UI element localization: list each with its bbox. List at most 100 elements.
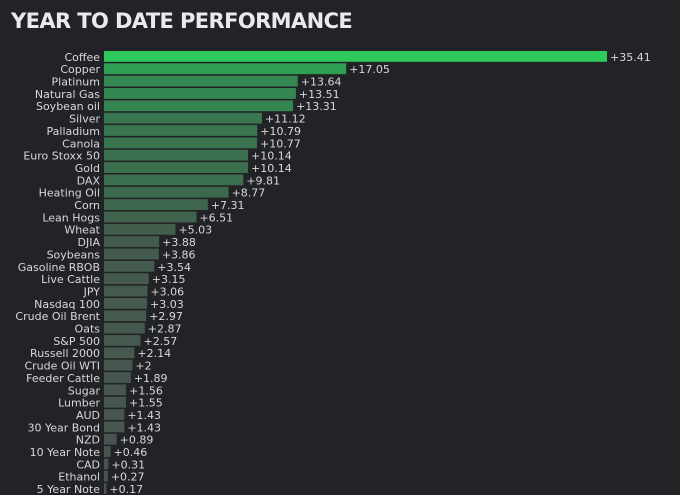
value-label-gold: +10.14: [251, 162, 292, 175]
bar-soybean-oil: [104, 100, 294, 112]
category-label-5-year-note: 5 Year Note: [37, 483, 101, 495]
category-label-russell-2000: Russell 2000: [30, 347, 100, 360]
bar-10-year-note: [104, 446, 111, 457]
bar-live-cattle: [104, 273, 149, 285]
category-label-corn: Corn: [74, 199, 100, 212]
bar-copper: [104, 63, 347, 75]
value-label-aud: +1.43: [127, 409, 161, 422]
value-label-oats: +2.87: [148, 323, 182, 336]
bar-cad: [104, 458, 109, 470]
value-label-nasdaq-100: +3.03: [150, 298, 184, 311]
value-label-jpy: +3.06: [150, 285, 184, 298]
value-label-feeder-cattle: +1.89: [134, 372, 168, 385]
value-label-silver: +11.12: [265, 113, 306, 126]
bar-gasoline-rbob: [104, 260, 155, 272]
bar-russell-2000: [104, 347, 135, 359]
category-label-heating-oil: Heating Oil: [39, 187, 100, 200]
category-label-nasdaq-100: Nasdaq 100: [34, 298, 100, 311]
bar-heating-oil: [104, 186, 229, 198]
category-label-jpy: JPY: [83, 285, 101, 298]
category-label-cad: CAD: [76, 458, 100, 471]
category-label-djia: DJIA: [78, 236, 101, 249]
bar-nzd: [104, 433, 117, 445]
bar-30-year-bond: [104, 421, 125, 433]
value-label-5-year-note: +0.17: [109, 483, 143, 495]
bar-jpy: [104, 285, 148, 297]
value-label-canola: +10.77: [260, 137, 301, 150]
value-label-platinum: +13.64: [301, 76, 342, 89]
value-label-crude-oil-wti: +2: [135, 360, 151, 373]
value-label-nzd: +0.89: [120, 434, 154, 447]
category-label-oats: Oats: [75, 323, 101, 336]
category-label-canola: Canola: [62, 137, 100, 150]
value-label-euro-stoxx-50: +10.14: [251, 150, 292, 163]
category-label-soybeans: Soybeans: [47, 248, 101, 261]
value-label-30-year-bond: +1.43: [127, 421, 161, 434]
category-label-platinum: Platinum: [52, 76, 100, 89]
value-label-soybean-oil: +13.31: [296, 100, 337, 113]
bar-platinum: [104, 75, 298, 87]
bar-crude-oil-brent: [104, 310, 147, 322]
category-label-feeder-cattle: Feeder Cattle: [26, 372, 100, 385]
bar-palladium: [104, 125, 258, 136]
category-label-aud: AUD: [76, 409, 100, 422]
category-label-10-year-note: 10 Year Note: [30, 446, 101, 459]
value-label-soybeans: +3.86: [162, 248, 196, 261]
value-label-crude-oil-brent: +2.97: [149, 310, 183, 323]
bar-wheat: [104, 223, 176, 235]
value-label-russell-2000: +2.14: [137, 347, 171, 360]
category-label-gasoline-rbob: Gasoline RBOB: [18, 261, 100, 274]
category-label-silver: Silver: [69, 113, 100, 126]
value-label-live-cattle: +3.15: [152, 273, 186, 286]
category-label-ethanol: Ethanol: [58, 471, 100, 484]
bar-sandp-500: [104, 335, 141, 346]
bar-coffee: [104, 51, 607, 62]
value-label-copper: +17.05: [349, 63, 390, 76]
value-label-lean-hogs: +6.51: [199, 211, 233, 224]
value-label-coffee: +35.41: [610, 51, 651, 64]
category-label-wheat: Wheat: [64, 224, 100, 237]
category-label-30-year-bond: 30 Year Bond: [27, 421, 100, 434]
value-label-heating-oil: +8.77: [232, 187, 266, 200]
category-label-live-cattle: Live Cattle: [41, 273, 100, 286]
category-label-palladium: Palladium: [47, 125, 100, 138]
bar-oats: [104, 322, 145, 334]
value-label-ethanol: +0.27: [111, 471, 145, 484]
category-label-lean-hogs: Lean Hogs: [42, 211, 100, 224]
bar-ethanol: [104, 470, 108, 482]
bar-feeder-cattle: [104, 372, 131, 383]
value-label-10-year-note: +0.46: [114, 446, 148, 459]
category-label-sugar: Sugar: [68, 384, 101, 397]
bar-5-year-note: [104, 483, 107, 495]
bar-soybeans: [104, 248, 159, 260]
value-label-sugar: +1.56: [129, 384, 163, 397]
chart-title: YEAR TO DATE PERFORMANCE: [11, 9, 353, 33]
category-label-soybean-oil: Soybean oil: [36, 100, 100, 113]
value-label-corn: +7.31: [211, 199, 245, 212]
category-label-nzd: NZD: [76, 434, 100, 447]
category-label-sandp-500: S&P 500: [53, 335, 100, 348]
category-label-crude-oil-wti: Crude Oil WTI: [24, 360, 100, 373]
value-label-lumber: +1.55: [129, 397, 163, 410]
category-label-gold: Gold: [75, 162, 100, 175]
bar-lumber: [104, 396, 127, 408]
value-label-natural-gas: +13.51: [299, 88, 340, 101]
category-label-coffee: Coffee: [64, 51, 100, 64]
bar-nasdaq-100: [104, 298, 148, 309]
value-label-sandp-500: +2.57: [144, 335, 178, 348]
value-label-palladium: +10.79: [260, 125, 301, 138]
bar-lean-hogs: [104, 211, 197, 223]
bar-crude-oil-wti: [104, 359, 133, 371]
bar-dax: [104, 174, 244, 186]
bar-djia: [104, 236, 160, 248]
value-label-gasoline-rbob: +3.54: [157, 261, 191, 274]
category-label-euro-stoxx-50: Euro Stoxx 50: [23, 150, 100, 163]
bar-corn: [104, 199, 208, 210]
bar-silver: [104, 112, 262, 124]
bar-aud: [104, 409, 125, 420]
category-label-dax: DAX: [77, 174, 101, 187]
value-label-dax: +9.81: [246, 174, 280, 187]
category-label-natural-gas: Natural Gas: [35, 88, 100, 101]
bar-natural-gas: [104, 88, 296, 99]
